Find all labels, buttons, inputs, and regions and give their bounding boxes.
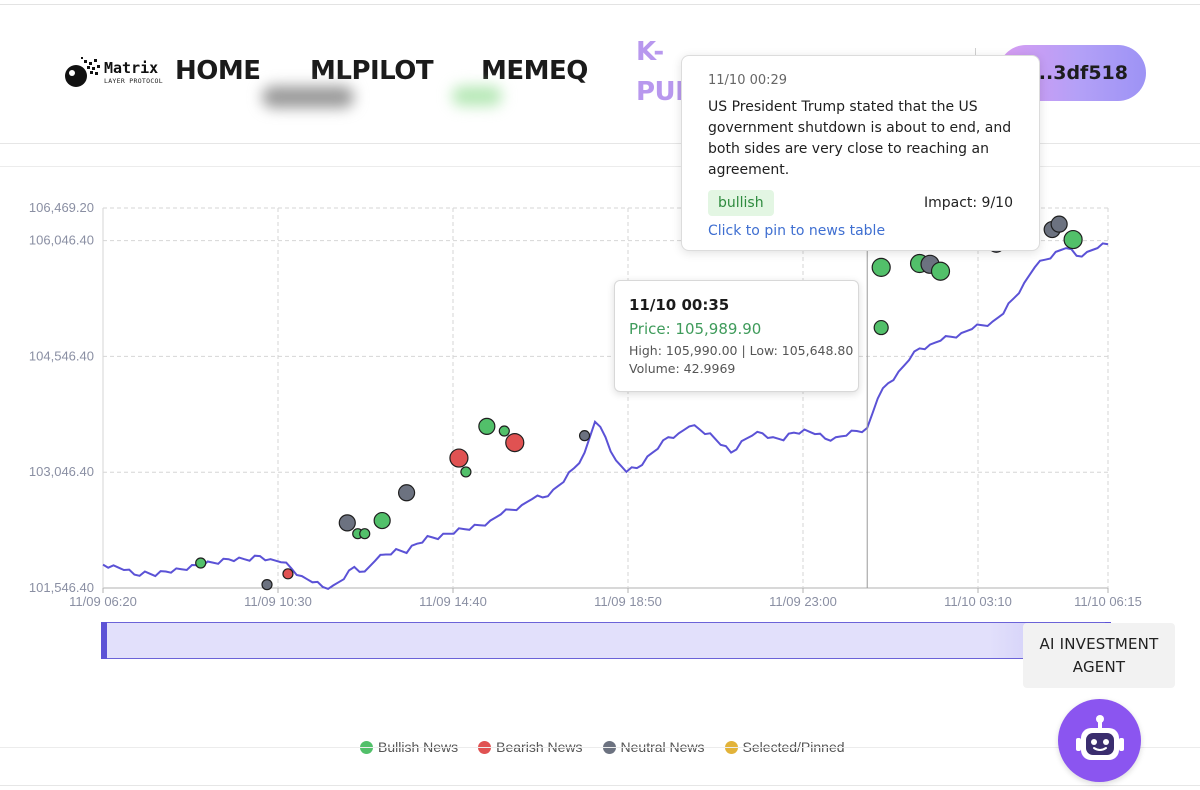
price-tooltip-time: 11/10 00:35 — [629, 296, 730, 314]
blurred-badge — [262, 86, 354, 108]
y-tick-label: 106,469.20 — [29, 200, 94, 215]
x-tick-label: 11/09 23:00 — [769, 594, 837, 609]
x-tick-label: 11/09 14:40 — [419, 594, 487, 609]
impact-score: Impact: 9/10 — [923, 195, 1013, 211]
y-tick-label: 106,046.40 — [29, 233, 94, 248]
news-marker-neutral[interactable] — [397, 484, 416, 502]
ai-agent-label: AI INVESTMENT AGENT — [1023, 623, 1175, 688]
news-marker-neutral[interactable] — [338, 514, 356, 532]
news-marker-neutral[interactable] — [578, 430, 591, 442]
y-tick-label: 103,046.40 — [29, 464, 94, 479]
ai-agent-button[interactable] — [1058, 699, 1141, 782]
news-marker-bearish[interactable] — [282, 568, 294, 580]
news-marker-neutral[interactable] — [1050, 215, 1068, 233]
logo-subtitle: LAYER PROTOCOL — [104, 77, 163, 86]
price-tooltip-high-low: High: 105,990.00 | Low: 105,648.80 — [629, 343, 854, 358]
chart-card-top — [0, 166, 1200, 167]
header-divider — [0, 143, 1200, 144]
y-tick-label: 104,546.40 — [29, 348, 94, 363]
top-divider — [0, 4, 1200, 5]
price-chart[interactable]: 101,546.40 103,046.40 104,546.40 106,046.40… — [0, 170, 1200, 620]
x-tick-label: 11/10 06:15 — [1074, 594, 1142, 609]
x-axis: 11/09 06:20 11/09 10:30 11/09 14:40 11/09 1… — [69, 594, 1142, 609]
news-marker-bullish[interactable] — [873, 319, 889, 336]
news-marker-bullish[interactable] — [195, 557, 207, 569]
chart-grid — [102, 207, 1109, 593]
matrix-logo[interactable]: Matrix LAYER PROTOCOL — [62, 56, 174, 90]
x-tick-label: 11/10 03:10 — [944, 594, 1012, 609]
nav-home[interactable]: HOME — [175, 56, 261, 86]
news-marker-bullish[interactable] — [871, 257, 891, 277]
news-marker-neutral[interactable] — [261, 579, 273, 591]
price-line — [102, 242, 1109, 591]
x-tick-label: 11/09 06:20 — [69, 594, 137, 609]
sentiment-badge: bullish — [708, 190, 774, 216]
x-tick-label: 11/09 18:50 — [594, 594, 662, 609]
price-tooltip-price: Price: 105,989.90 — [629, 320, 762, 338]
news-marker-bullish[interactable] — [359, 528, 371, 540]
price-tooltip: 11/10 00:35 Price: 105,989.90 High: 105,… — [614, 280, 859, 392]
nav-memeq[interactable]: MEMEQ — [481, 56, 588, 86]
matrix-logo-icon — [65, 57, 100, 87]
y-tick-label: 101,546.40 — [29, 580, 94, 595]
nav-mlpilot[interactable]: MLPILOT — [310, 56, 434, 86]
price-tooltip-volume: Volume: 42.9969 — [629, 361, 736, 376]
data-zoom-slider[interactable] — [101, 622, 1111, 659]
news-marker-bullish[interactable] — [498, 425, 510, 437]
blurred-badge — [452, 86, 502, 106]
news-marker-bullish[interactable] — [478, 417, 496, 435]
logo-name: Matrix — [104, 59, 159, 78]
pin-news-link[interactable]: Click to pin to news table — [708, 223, 886, 239]
news-marker-bullish[interactable] — [460, 466, 472, 478]
news-tooltip[interactable]: 11/10 00:29 US President Trump stated th… — [681, 55, 1040, 251]
news-time: 11/10 00:29 — [708, 73, 788, 88]
news-marker-bullish[interactable] — [1063, 229, 1083, 250]
y-axis: 101,546.40 103,046.40 104,546.40 106,046.40… — [29, 200, 94, 595]
x-tick-label: 11/09 10:30 — [244, 594, 312, 609]
robot-icon — [1075, 714, 1124, 760]
news-marker-bullish[interactable] — [930, 261, 951, 281]
bottom-divider — [0, 785, 1200, 786]
news-text: US President Trump stated that the US go… — [708, 99, 1012, 178]
slider-handle-left[interactable] — [101, 622, 107, 659]
news-markers[interactable] — [195, 215, 1083, 591]
news-marker-bearish[interactable] — [449, 448, 469, 468]
chart-card-bottom — [0, 747, 1200, 748]
news-marker-bearish[interactable] — [505, 433, 525, 453]
news-marker-bullish[interactable] — [373, 511, 391, 530]
